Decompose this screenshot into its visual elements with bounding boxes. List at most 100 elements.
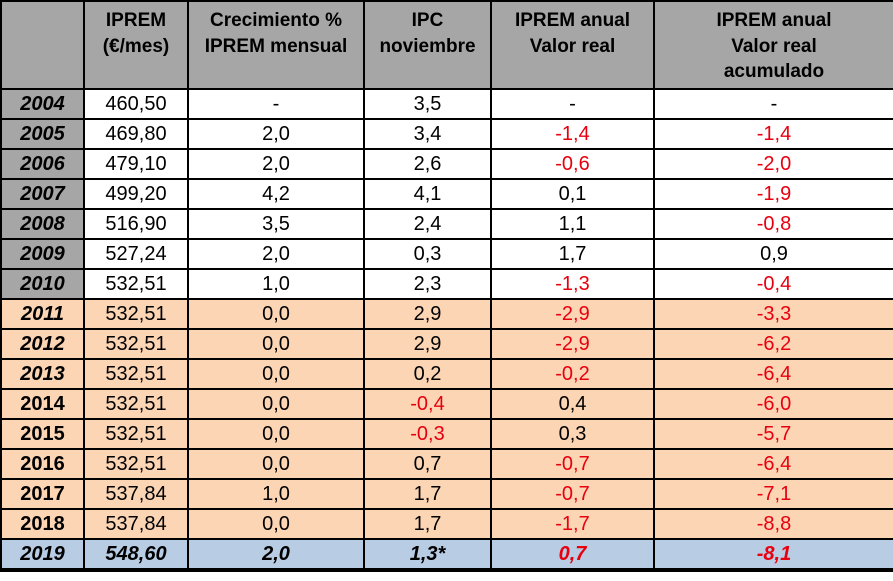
year-cell: 2008 [0,208,85,240]
table-body: 2004 460,50-3,5- -2005 469,80 2,0 3,4 -1,4 -1,4… [0,88,893,571]
column-header-cell: IPREM anual Valor real acumulado [653,0,893,90]
data-cell: 0,0 [187,418,365,450]
data-cell: 532,51 [83,268,189,300]
data-cell: -6,2 [653,328,893,360]
data-cell: 0,0 [187,298,365,330]
data-cell: 0,3 [490,418,655,450]
data-cell: 2,3 [363,268,492,300]
header-line: Crecimiento % [210,10,342,31]
data-cell: 3,4 [363,118,492,150]
data-cell: 0,1 [490,178,655,210]
data-cell: 499,20 [83,178,189,210]
data-cell: 2,6 [363,148,492,180]
table-row: 2018 537,84 0,0 1,7 -1,7 -8,8 [0,508,893,540]
data-cell: 0,4 [490,388,655,420]
data-cell: 479,10 [83,148,189,180]
data-cell: 527,24 [83,238,189,270]
year-cell: 2013 [0,358,85,390]
header-line: IPREM anual [716,10,832,31]
table-row: 2011 532,51 0,0 2,9 -2,9 -3,3 [0,298,893,330]
table-row: 2013 532,51 0,0 0,2 -0,2 -6,4 [0,358,893,390]
table-row: 2016 532,51 0,0 0,7 -0,7 -6,4 [0,448,893,480]
table-row: 2014 532,51 0,0 -0,4 0,4 -6,0 [0,388,893,420]
data-cell: 532,51 [83,448,189,480]
data-cell: 2,0 [187,148,365,180]
corner-header-cell [0,0,85,90]
data-cell: -0,2 [490,358,655,390]
year-cell: 2004 [0,88,85,120]
header-line: IPREM anual [514,10,631,31]
year-cell: 2019 [0,538,85,571]
data-cell: -0,7 [490,448,655,480]
data-cell: - [490,88,655,120]
data-cell: -0,4 [363,388,492,420]
year-cell: 2005 [0,118,85,150]
data-cell: 532,51 [83,328,189,360]
data-cell: -0,6 [490,148,655,180]
data-cell: 3,5 [187,208,365,240]
data-cell: 469,80 [83,118,189,150]
data-cell: -6,4 [653,448,893,480]
table-row: 2008 516,90 3,5 2,4 1,1 -0,8 [0,208,893,240]
data-cell: -5,7 [653,418,893,450]
data-cell: 0,0 [187,328,365,360]
data-cell: 532,51 [83,388,189,420]
table-row: 2012 532,51 0,0 2,9 -2,9 -6,2 [0,328,893,360]
data-cell: - [187,88,365,120]
data-cell: 3,5 [363,88,492,120]
year-cell: 2017 [0,478,85,510]
header-line: IPC [411,10,444,31]
data-cell: 2,4 [363,208,492,240]
data-cell: -2,9 [490,328,655,360]
data-cell: -7,1 [653,478,893,510]
data-cell: 0,9 [653,238,893,270]
header-line: Valor real [731,35,817,57]
data-cell: 4,2 [187,178,365,210]
data-cell: 0,7 [490,538,655,571]
header-row: IPREM (€/mes) Crecimiento % IPREM mensual IP… [0,0,893,90]
data-cell: 2,0 [187,238,365,270]
data-cell: -6,4 [653,358,893,390]
data-cell: -0,7 [490,478,655,510]
header-line: noviembre [379,35,476,57]
data-cell: -0,3 [363,418,492,450]
table-row: 2007 499,20 4,2 4,1 0,1 -1,9 [0,178,893,210]
data-cell: -1,4 [653,118,893,150]
column-header-cell: Crecimiento % IPREM mensual [187,0,365,90]
data-cell: 537,84 [83,478,189,510]
data-cell: 1,3* [363,538,492,571]
header-line: IPREM [105,10,167,31]
year-cell: 2018 [0,508,85,540]
data-cell: 1,0 [187,478,365,510]
data-cell: -2,0 [653,148,893,180]
data-cell: 0,2 [363,358,492,390]
data-cell: -0,4 [653,268,893,300]
data-cell: 532,51 [83,418,189,450]
data-cell: 1,0 [187,268,365,300]
data-cell: 2,9 [363,328,492,360]
data-cell: 0,0 [187,388,365,420]
header-line: IPREM mensual [204,35,348,57]
table-row: 2009 527,24 2,0 0,3 1,7 0,9 [0,238,893,270]
year-cell: 2009 [0,238,85,270]
data-cell: 4,1 [363,178,492,210]
data-cell: 548,60 [83,538,189,571]
data-cell: 460,50 [83,88,189,120]
data-cell: 0,0 [187,508,365,540]
data-cell: 532,51 [83,358,189,390]
data-cell: -3,3 [653,298,893,330]
year-cell: 2007 [0,178,85,210]
column-header-cell: IPREM anual Valor real [490,0,655,90]
data-cell: 0,7 [363,448,492,480]
data-cell: 537,84 [83,508,189,540]
table-row: 2019 548,60 2,0 1,3* 0,7 -8,1 [0,538,893,571]
data-cell: 1,7 [363,478,492,510]
year-cell: 2012 [0,328,85,360]
data-cell: -8,1 [653,538,893,571]
data-cell: -0,8 [653,208,893,240]
data-cell: -8,8 [653,508,893,540]
table-row: 2010 532,51 1,0 2,3 -1,3 -0,4 [0,268,893,300]
data-cell: 1,7 [490,238,655,270]
data-cell: -1,3 [490,268,655,300]
